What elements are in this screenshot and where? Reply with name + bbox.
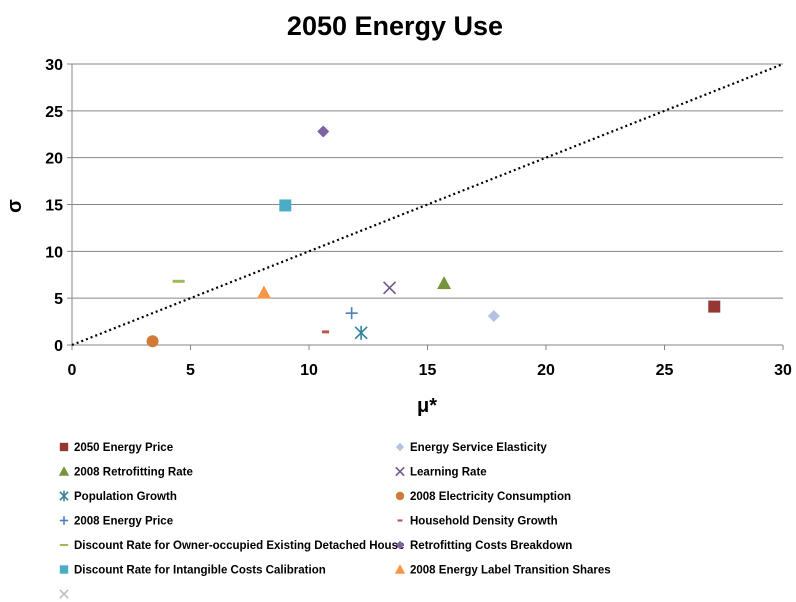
legend-marker <box>395 466 405 477</box>
legend-marker <box>59 490 69 502</box>
x-tick-label: 10 <box>300 362 318 379</box>
data-point-4 <box>383 281 397 295</box>
legend-marker <box>395 540 405 550</box>
x-tick-label: 30 <box>774 362 792 379</box>
legend-marker <box>59 589 69 599</box>
data-point-1 <box>708 300 721 313</box>
y-axis-label: σ <box>4 199 26 213</box>
gridlines <box>72 63 783 299</box>
legend-marker <box>58 466 70 476</box>
legend-label: 2008 Retrofitting Rate <box>74 467 193 479</box>
legend-entry-9: Discount Rate for Owner-occupied Existin… <box>59 540 404 552</box>
legend-marker <box>395 491 405 501</box>
legend-label: Energy Service Elasticity <box>410 442 547 454</box>
legend-entry-4: Learning Rate <box>395 466 487 479</box>
legend-label: Retrofitting Costs Breakdown <box>410 540 572 552</box>
legend-label: Discount Rate for Owner-occupied Existin… <box>74 540 404 552</box>
legend-entry-6: 2008 Electricity Consumption <box>395 491 571 503</box>
legend-entry-8: Household Density Growth <box>397 516 558 528</box>
x-tick-label: 5 <box>186 362 195 379</box>
x-axis-label: μ* <box>417 395 437 417</box>
legend-entry-3: 2008 Retrofitting Rate <box>58 466 193 479</box>
data-point-2 <box>487 309 500 322</box>
legend-label: Discount Rate for Intangible Costs Calib… <box>74 565 326 577</box>
legend-entry-1: 2050 Energy Price <box>59 442 173 454</box>
y-tick-label: 30 <box>45 57 63 74</box>
data-point-5 <box>354 325 368 340</box>
data-point-10 <box>317 125 330 138</box>
legend-marker <box>59 565 69 574</box>
data-point-3 <box>437 276 452 290</box>
legend-label: Household Density Growth <box>410 516 558 528</box>
legend-entry-11: Discount Rate for Intangible Costs Calib… <box>59 565 326 577</box>
data-point-9 <box>172 279 185 283</box>
y-tick-label: 15 <box>45 198 63 215</box>
legend-label: Learning Rate <box>410 467 487 479</box>
data-point-11 <box>279 199 292 212</box>
legend-marker <box>59 543 69 547</box>
legend-label: 2008 Electricity Consumption <box>410 491 571 503</box>
data-points <box>146 125 721 348</box>
data-point-12 <box>256 285 271 299</box>
y-tick-label: 0 <box>54 338 63 355</box>
legend-entry-12: 2008 Energy Label Transition Shares <box>394 564 611 577</box>
legend-entry-5: Population Growth <box>59 490 177 503</box>
x-tick-label: 25 <box>656 362 674 379</box>
legend-label: 2050 Energy Price <box>74 442 173 454</box>
data-point-7 <box>345 307 358 320</box>
x-tick-label: 15 <box>419 362 437 379</box>
y-tick-label: 10 <box>45 244 63 261</box>
y-tick-label: 5 <box>54 291 63 308</box>
legend-entry-7: 2008 Energy Price <box>59 516 173 528</box>
x-tick-label: 20 <box>537 362 555 379</box>
data-point-6 <box>146 335 159 348</box>
legend-label: Population Growth <box>74 491 177 503</box>
axes <box>67 63 784 350</box>
legend-entry-2: Energy Service Elasticity <box>395 442 547 454</box>
legend-marker <box>59 516 69 525</box>
y-tick-label: 25 <box>45 104 63 121</box>
legend: 2050 Energy Price Energy Service Elastici… <box>58 442 611 599</box>
data-point-8 <box>322 330 330 334</box>
legend-label: 2008 Energy Price <box>74 516 173 528</box>
tick-labels: 0 5 10 15 20 25 30 0 5 10 15 20 25 30 <box>45 57 792 379</box>
legend-entry-13 <box>59 589 69 599</box>
legend-entry-10: Retrofitting Costs Breakdown <box>395 540 572 552</box>
legend-marker <box>394 564 406 574</box>
legend-marker <box>59 442 69 452</box>
legend-marker <box>395 442 405 452</box>
legend-label: 2008 Energy Label Transition Shares <box>410 565 611 577</box>
y-tick-label: 20 <box>45 151 63 168</box>
chart-title: 2050 Energy Use <box>287 11 503 41</box>
legend-marker <box>397 519 403 522</box>
x-tick-label: 0 <box>68 362 77 379</box>
